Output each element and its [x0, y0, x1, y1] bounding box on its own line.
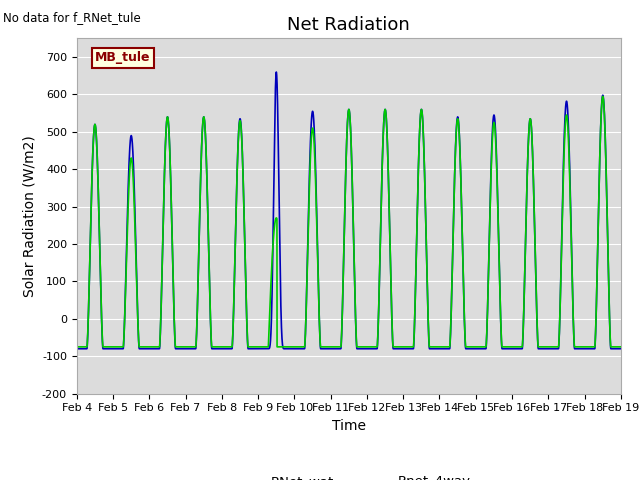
Rnet_4way — [440, 344, 448, 350]
Text: No data for f_RNet_tule: No data for f_RNet_tule — [3, 11, 141, 24]
Rnet_4way — [502, 344, 509, 350]
Line: Rnet_4way: Rnet_4way — [77, 96, 621, 347]
Title: Net Radiation: Net Radiation — [287, 16, 410, 34]
RNet_wat — [273, 69, 280, 75]
Rnet_4way — [599, 94, 607, 99]
Rnet_4way — [328, 344, 336, 350]
Legend: RNet_wat, Rnet_4way: RNet_wat, Rnet_4way — [222, 470, 476, 480]
RNet_wat — [73, 346, 81, 352]
RNet_wat — [441, 346, 449, 352]
RNet_wat — [616, 346, 624, 352]
Rnet_4way — [616, 344, 624, 350]
Rnet_4way — [471, 344, 479, 350]
Rnet_4way — [73, 344, 81, 350]
Text: MB_tule: MB_tule — [95, 51, 150, 64]
Rnet_4way — [171, 326, 179, 332]
RNet_wat — [329, 346, 337, 352]
Y-axis label: Solar Radiation (W/m2): Solar Radiation (W/m2) — [22, 135, 36, 297]
RNet_wat — [617, 346, 625, 352]
RNet_wat — [171, 328, 179, 334]
Line: RNet_wat: RNet_wat — [77, 72, 621, 349]
X-axis label: Time: Time — [332, 419, 366, 433]
RNet_wat — [502, 346, 509, 352]
Rnet_4way — [617, 344, 625, 350]
RNet_wat — [471, 346, 479, 352]
